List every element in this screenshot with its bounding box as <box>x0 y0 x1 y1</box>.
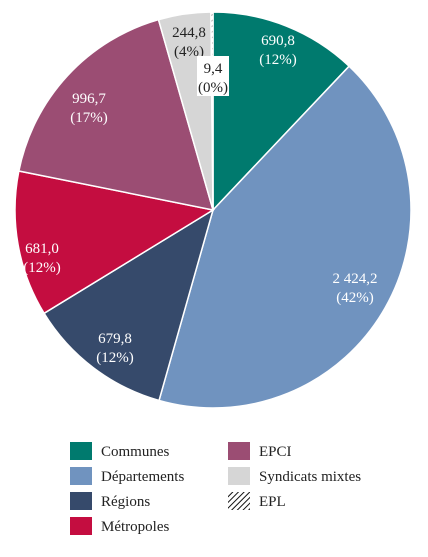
legend-swatch-metropoles <box>70 517 92 535</box>
legend-swatch-epci <box>228 442 250 460</box>
legend-swatch-syndicats-mixtes <box>228 467 250 485</box>
legend-swatch-regions <box>70 492 92 510</box>
slice-regions <box>43 208 215 402</box>
slice-label-backdrop <box>197 56 229 96</box>
slice-metropoles <box>14 170 216 315</box>
slice-departements <box>158 65 412 409</box>
legend-label-epci: EPCI <box>259 444 292 460</box>
slice-label-regions: 679,8 (12%) <box>96 331 134 366</box>
slice-epci <box>17 18 215 211</box>
slice-label-syndicats-mixtes: 244,8 (4%) <box>172 25 206 60</box>
slice-communes <box>212 11 351 212</box>
legend-swatch-communes <box>70 442 92 460</box>
legend-label-epl: EPL <box>259 494 286 510</box>
legend-swatch-departements <box>70 467 92 485</box>
legend-label-departements: Départements <box>101 469 184 485</box>
legend: Communes EPCI Départements Syndicats mixtes… <box>70 442 361 535</box>
legend-label-communes: Communes <box>101 444 169 460</box>
slice-label-metropoles: 681,0 (12%) <box>23 241 61 276</box>
legend-swatch-epl <box>228 492 250 510</box>
slice-label-communes: 690,8 (12%) <box>259 33 297 68</box>
slice-label-departements: 2 424,2 (42%) <box>333 271 378 306</box>
slice-label-epl: 9,4 (0%) <box>198 61 228 96</box>
legend-label-metropoles: Métropoles <box>101 519 169 535</box>
pie-labels: 690,8 (12%) 2 424,2 (42%) 679,8 (12%) 681,0 (12… <box>23 25 377 366</box>
legend-label-syndicats-mixtes: Syndicats mixtes <box>259 469 361 485</box>
slice-label-epci: 996,7 (17%) <box>70 91 108 126</box>
legend-label-regions: Régions <box>101 494 150 510</box>
